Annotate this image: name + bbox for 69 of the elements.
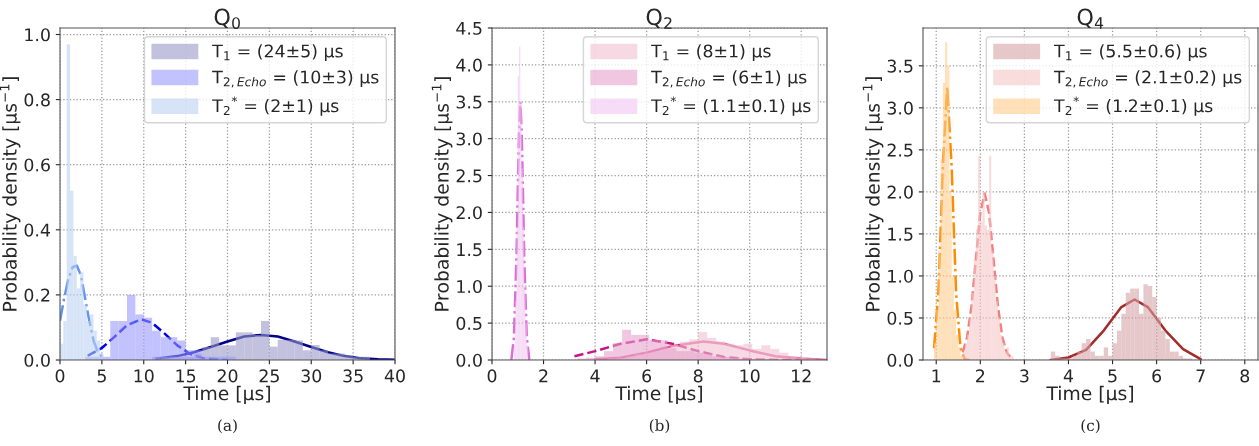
chart-title: Q$_{0}$	[214, 8, 240, 29]
y-tick-label: 3.0	[887, 101, 913, 115]
text: (b)	[649, 419, 670, 434]
x-tick-label: 1	[932, 369, 941, 383]
y-tick-label: 3.5	[456, 95, 482, 109]
y-tick-label: 1.0	[457, 279, 482, 294]
legend-label: T$_{2}$$^{*}$ = (1.1±0.1) μs	[651, 96, 811, 116]
y-tick-label: 0.4	[24, 223, 50, 237]
y-tick-label: 4.0	[456, 58, 482, 72]
x-tick-label: 2	[976, 369, 985, 383]
x-tick-label: 8	[693, 369, 703, 383]
x-tick-label: 5	[1108, 369, 1117, 383]
x-tick-label: 7	[1196, 369, 1205, 383]
x-tick-label: 20	[217, 369, 238, 383]
text: (c)	[1081, 419, 1100, 434]
legend-label: T$_{2}$$^{*}$ = (2±1) μs	[212, 96, 339, 116]
y-tick-label: 4.5	[456, 21, 482, 35]
text: (a)	[218, 419, 237, 434]
y-tick-label: 1.0	[25, 28, 50, 42]
x-tick-label: 0	[487, 369, 497, 383]
x-tick-label: 6	[1152, 369, 1162, 383]
y-tick-label: 0.6	[24, 158, 50, 172]
x-tick-label: 40	[384, 369, 405, 383]
x-tick-label: 10	[740, 369, 760, 383]
y-axis-title: Probability density [μs$^{−1}$]	[431, 77, 453, 311]
y-tick-label: 2.0	[887, 185, 913, 199]
y-tick-label: 0.5	[887, 311, 913, 325]
x-tick-label: 3	[1020, 369, 1029, 383]
x-tick-label: 10	[134, 369, 154, 383]
y-tick-label: 0.2	[24, 288, 50, 302]
chart-title: Q$_{4}$	[1077, 8, 1104, 29]
x-tick-label: 6	[642, 369, 652, 383]
legend-label: T$_{1}$ = (8±1) μs	[651, 44, 771, 61]
legend-label: T$_{2,Echo}$ = (6±1) μs	[651, 70, 807, 88]
y-tick-label: 0.8	[24, 93, 50, 107]
x-tick-label: 5	[97, 369, 106, 383]
y-tick-label: 2.0	[456, 206, 482, 220]
x-axis-title: Time [μs]	[615, 385, 702, 404]
legend-label: T$_{2,Echo}$ = (10±3) μs	[212, 70, 379, 88]
legend-label: T$_{2}$$^{*}$ = (1.2±0.1) μs	[1053, 96, 1213, 116]
y-tick-label: 1.5	[457, 243, 482, 257]
legend-label: T$_{1}$ = (5.5±0.6) μs	[1053, 44, 1207, 61]
y-tick-label: 2.5	[456, 169, 482, 183]
y-tick-label: 0.5	[456, 316, 482, 330]
x-tick-label: 35	[343, 369, 363, 383]
legend-label: T$_{1}$ = (24±5) μs	[212, 44, 343, 61]
x-tick-label: 15	[176, 369, 196, 383]
x-tick-label: 12	[792, 369, 811, 383]
x-tick-label: 4	[590, 369, 600, 383]
y-tick-label: 0.0	[887, 353, 913, 367]
y-tick-label: 3.0	[456, 132, 482, 146]
y-tick-label: 2.5	[887, 143, 913, 157]
x-tick-label: 30	[301, 369, 322, 383]
x-tick-label: 2	[539, 369, 548, 383]
x-tick-label: 8	[1240, 369, 1250, 383]
y-tick-label: 1.0	[888, 269, 913, 283]
y-axis-title: Probability density [μs$^{−1}$]	[862, 77, 884, 311]
x-tick-label: 4	[1063, 369, 1074, 383]
legend-label: T$_{2,Echo}$ = (2.1±0.2) μs	[1053, 70, 1242, 88]
y-axis-title: Probability density [μs$^{−1}$]	[0, 77, 21, 311]
chart-title: Q$_{2}$	[646, 8, 672, 29]
y-tick-label: 1.5	[888, 227, 913, 241]
x-axis-title: Time [μs]	[1046, 385, 1133, 404]
y-tick-label: 3.5	[887, 59, 913, 73]
y-tick-label: 0.0	[456, 353, 482, 367]
x-axis-title: Time [μs]	[183, 385, 270, 404]
x-tick-label: 0	[55, 369, 65, 383]
x-tick-label: 25	[259, 369, 279, 383]
y-tick-label: 0.0	[24, 353, 50, 367]
